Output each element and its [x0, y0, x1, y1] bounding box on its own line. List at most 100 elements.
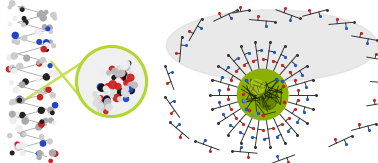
- Circle shape: [52, 44, 56, 48]
- Circle shape: [98, 84, 105, 91]
- Circle shape: [49, 30, 52, 33]
- Circle shape: [49, 112, 53, 115]
- Circle shape: [127, 61, 131, 65]
- Circle shape: [93, 92, 97, 96]
- Circle shape: [50, 93, 55, 98]
- Circle shape: [41, 46, 46, 52]
- Circle shape: [25, 117, 28, 120]
- Circle shape: [42, 58, 46, 63]
- Circle shape: [112, 75, 116, 80]
- Circle shape: [46, 87, 51, 92]
- Circle shape: [108, 83, 115, 89]
- Circle shape: [110, 67, 114, 72]
- Circle shape: [20, 142, 26, 148]
- Circle shape: [40, 120, 43, 123]
- Circle shape: [12, 68, 17, 74]
- Circle shape: [53, 121, 56, 125]
- Circle shape: [37, 13, 42, 17]
- Circle shape: [120, 74, 126, 80]
- Circle shape: [122, 71, 127, 76]
- Circle shape: [132, 82, 137, 88]
- Circle shape: [109, 94, 113, 98]
- Circle shape: [53, 103, 58, 108]
- Circle shape: [40, 15, 46, 21]
- Circle shape: [47, 25, 52, 30]
- Circle shape: [36, 125, 41, 130]
- Circle shape: [45, 48, 48, 51]
- Circle shape: [8, 6, 11, 9]
- Circle shape: [42, 139, 45, 142]
- Circle shape: [53, 71, 58, 77]
- Circle shape: [22, 17, 26, 20]
- Circle shape: [39, 135, 44, 139]
- Circle shape: [249, 79, 264, 95]
- Circle shape: [101, 69, 108, 76]
- Circle shape: [19, 82, 25, 87]
- Circle shape: [9, 101, 13, 105]
- Circle shape: [104, 90, 108, 94]
- Circle shape: [21, 8, 24, 11]
- Circle shape: [8, 134, 12, 138]
- Circle shape: [122, 60, 130, 68]
- Circle shape: [15, 142, 19, 146]
- Circle shape: [44, 10, 48, 14]
- Circle shape: [128, 83, 132, 87]
- Circle shape: [13, 87, 19, 93]
- Circle shape: [9, 1, 15, 6]
- Circle shape: [104, 96, 109, 101]
- Circle shape: [9, 111, 15, 117]
- Circle shape: [50, 71, 55, 76]
- Circle shape: [259, 92, 277, 110]
- Circle shape: [123, 64, 130, 70]
- Circle shape: [17, 96, 22, 102]
- Circle shape: [16, 144, 21, 148]
- Circle shape: [131, 73, 137, 78]
- Circle shape: [98, 102, 103, 107]
- Circle shape: [105, 99, 109, 104]
- Circle shape: [94, 96, 101, 102]
- Circle shape: [53, 17, 57, 20]
- Circle shape: [12, 68, 17, 73]
- Circle shape: [20, 132, 26, 137]
- Circle shape: [51, 12, 56, 18]
- Circle shape: [18, 97, 24, 103]
- Circle shape: [105, 99, 111, 105]
- Ellipse shape: [166, 10, 378, 82]
- Circle shape: [127, 74, 134, 81]
- Circle shape: [10, 151, 14, 155]
- Circle shape: [6, 67, 12, 72]
- Circle shape: [43, 118, 48, 123]
- Circle shape: [95, 97, 102, 104]
- Circle shape: [127, 87, 135, 94]
- Circle shape: [11, 53, 17, 59]
- Circle shape: [44, 43, 50, 49]
- Circle shape: [24, 55, 29, 61]
- Circle shape: [107, 71, 111, 75]
- Circle shape: [16, 97, 21, 103]
- Circle shape: [10, 118, 16, 124]
- Circle shape: [51, 111, 54, 114]
- Circle shape: [49, 40, 52, 43]
- Circle shape: [97, 106, 104, 112]
- Circle shape: [122, 89, 126, 94]
- Circle shape: [40, 152, 43, 156]
- Circle shape: [8, 22, 12, 26]
- Circle shape: [123, 86, 129, 92]
- Circle shape: [128, 87, 133, 92]
- Circle shape: [15, 144, 21, 150]
- Circle shape: [48, 64, 52, 68]
- Circle shape: [48, 118, 53, 123]
- Circle shape: [23, 79, 28, 84]
- Circle shape: [53, 151, 58, 156]
- Circle shape: [111, 89, 116, 94]
- Circle shape: [10, 115, 15, 121]
- Circle shape: [97, 103, 103, 109]
- Circle shape: [43, 74, 50, 80]
- Circle shape: [7, 55, 11, 60]
- Circle shape: [115, 71, 121, 77]
- Circle shape: [16, 126, 20, 131]
- Circle shape: [50, 150, 56, 156]
- Circle shape: [23, 20, 28, 25]
- Circle shape: [124, 96, 129, 102]
- Circle shape: [20, 151, 25, 155]
